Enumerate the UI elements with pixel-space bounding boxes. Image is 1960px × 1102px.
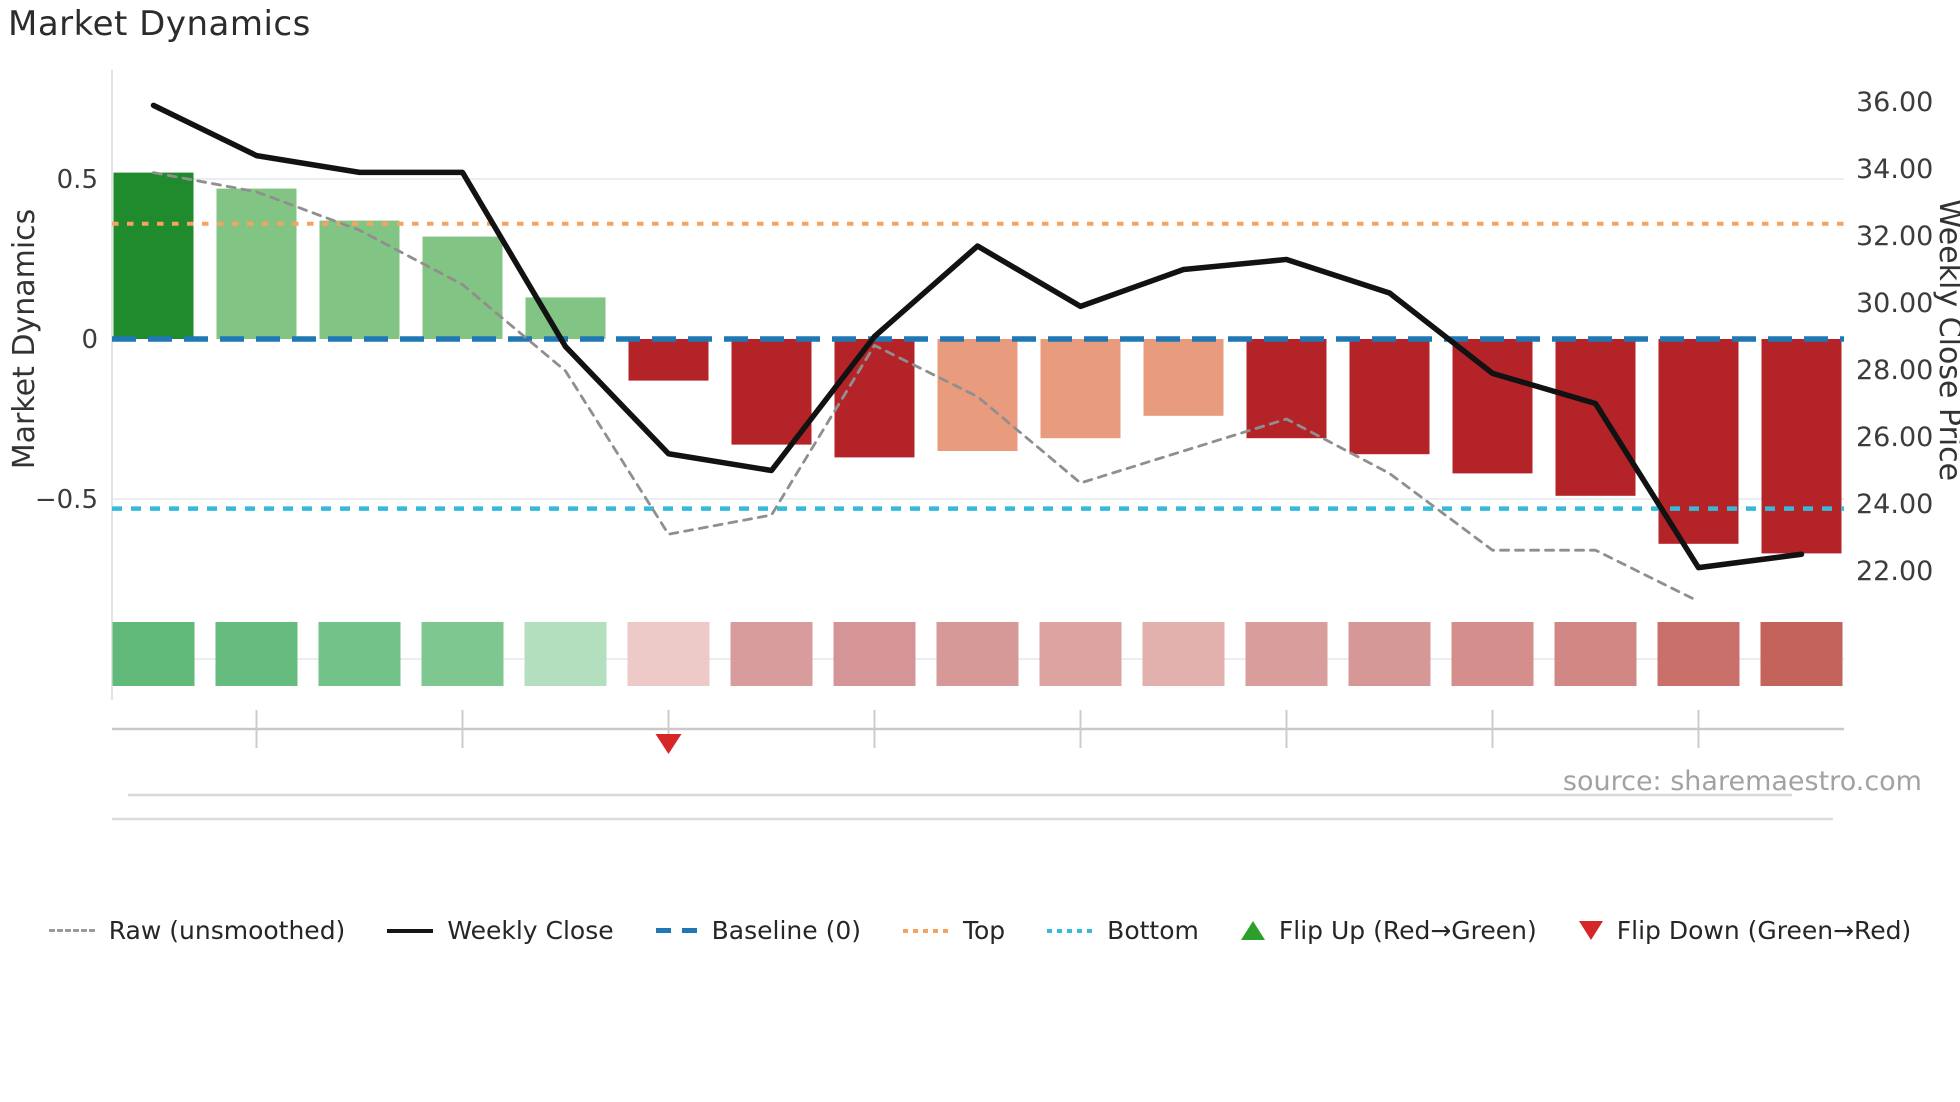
legend-item-bottom: Bottom <box>1047 916 1199 945</box>
bar <box>937 339 1018 451</box>
heat-strip-cell <box>936 622 1019 686</box>
legend-item-flip-down: Flip Down (Green→Red) <box>1578 916 1912 945</box>
heat-strip-cell <box>112 622 195 686</box>
right-axis-label: Weekly Close Price <box>1932 199 1960 481</box>
flip-down-marker <box>655 734 682 754</box>
heat-strip-cell <box>1245 622 1328 686</box>
legend-item-top: Top <box>902 916 1006 945</box>
heat-strip-cell <box>1142 622 1225 686</box>
legend-item-flip-up: Flip Up (Red→Green) <box>1240 916 1537 945</box>
heat-strip-cell <box>833 622 916 686</box>
top-line-swatch-icon <box>902 928 949 933</box>
source-note: source: sharemaestro.com <box>1562 766 1922 797</box>
bar <box>731 339 812 445</box>
bar <box>1555 339 1636 496</box>
right-axis-tick: 26.00 <box>1856 422 1933 453</box>
bar <box>216 188 297 339</box>
heat-strip-cell <box>730 622 813 686</box>
heat-strip-cell <box>421 622 504 686</box>
heat-strip-cell <box>627 622 710 686</box>
left-axis-label: Market Dynamics <box>7 209 42 470</box>
weekly-close-line <box>150 102 1805 571</box>
page-title: Market Dynamics <box>8 4 311 44</box>
legend-label: Top <box>962 916 1006 945</box>
raw-line <box>152 171 1700 603</box>
bar <box>113 172 194 339</box>
heat-strip-cell <box>1451 622 1534 686</box>
right-axis-tick: 28.00 <box>1856 355 1933 386</box>
heat-strip-cell <box>215 622 298 686</box>
heat-strip-cell <box>1657 622 1740 686</box>
heat-strip-cell <box>1039 622 1122 686</box>
bar <box>422 236 503 339</box>
bar <box>1246 339 1327 439</box>
heat-strip-cell <box>524 622 607 686</box>
right-axis-tick: 32.00 <box>1856 221 1933 252</box>
legend-label: Flip Down (Green→Red) <box>1616 916 1912 945</box>
flip-up-triangle-icon <box>1240 921 1265 940</box>
heat-strip-cell <box>1554 622 1637 686</box>
heat-strip-cell <box>318 622 401 686</box>
right-axis-tick: 30.00 <box>1856 288 1933 319</box>
bar <box>834 339 915 458</box>
bottom-line-swatch-icon <box>1047 928 1094 933</box>
legend-label: Baseline (0) <box>711 916 861 945</box>
weekly-close-swatch-icon <box>387 928 434 933</box>
heat-strip-cell <box>1760 622 1843 686</box>
legend: Raw (unsmoothed) Weekly Close Baseline (… <box>0 916 1960 945</box>
baseline-swatch-icon <box>655 928 698 933</box>
right-axis-tick: 36.00 <box>1856 87 1933 118</box>
bar <box>1658 339 1739 544</box>
legend-label: Raw (unsmoothed) <box>108 916 346 945</box>
bar <box>1761 339 1842 554</box>
left-axis-tick: 0 <box>81 325 98 355</box>
right-axis-tick: 22.00 <box>1856 556 1933 587</box>
bar <box>1040 339 1121 439</box>
bar <box>319 220 400 339</box>
legend-item-baseline: Baseline (0) <box>655 916 861 945</box>
legend-label: Flip Up (Red→Green) <box>1278 916 1537 945</box>
left-axis-tick: −0.5 <box>35 485 98 515</box>
bar <box>628 339 709 381</box>
bar <box>1452 339 1533 474</box>
legend-label: Bottom <box>1107 916 1199 945</box>
legend-item-raw: Raw (unsmoothed) <box>48 916 346 945</box>
heat-strip-cell <box>1348 622 1431 686</box>
legend-item-weekly-close: Weekly Close <box>387 916 614 945</box>
right-axis-tick: 24.00 <box>1856 489 1933 520</box>
bar <box>1143 339 1224 416</box>
flip-down-triangle-icon <box>1578 921 1603 940</box>
raw-line-swatch-icon <box>48 929 95 932</box>
bar <box>1349 339 1430 455</box>
legend-label: Weekly Close <box>447 916 614 945</box>
left-axis-tick: 0.5 <box>57 165 98 195</box>
right-axis-tick: 34.00 <box>1856 154 1933 185</box>
